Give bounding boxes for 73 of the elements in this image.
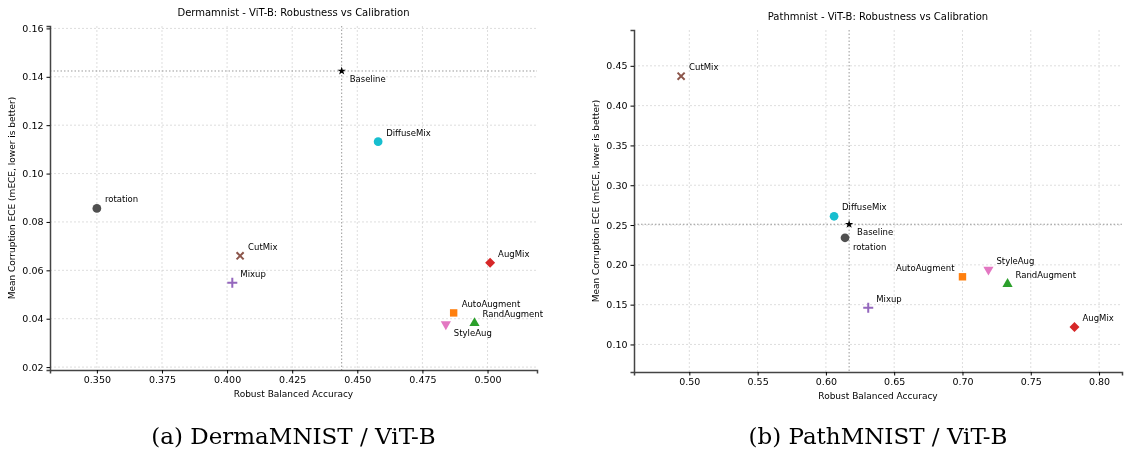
series-label: CutMix xyxy=(689,62,719,73)
x-tick-label: 0.80 xyxy=(1088,376,1111,388)
series-label: Mixup xyxy=(240,268,266,279)
x-tick-label: 0.75 xyxy=(1020,376,1042,388)
x-tick-label: 0.70 xyxy=(952,376,974,388)
series-label: AugMix xyxy=(498,248,530,259)
point xyxy=(840,233,850,243)
y-tick-label: 0.30 xyxy=(606,179,628,191)
point xyxy=(1002,278,1013,287)
series-label: rotation xyxy=(104,194,139,205)
series-label: Baseline xyxy=(857,227,894,238)
x-axis-title: Robust Balanced Accuracy xyxy=(818,391,939,401)
series-label: DiffuseMix xyxy=(386,127,431,138)
y-tick-label: 0.45 xyxy=(606,60,628,72)
x-tick-label: 0.65 xyxy=(884,376,906,388)
point xyxy=(235,251,245,261)
y-tick-label: 0.20 xyxy=(606,259,628,271)
point xyxy=(983,266,994,276)
y-tick-label: 0.15 xyxy=(606,299,628,311)
point xyxy=(829,211,839,221)
x-tick-label: 0.475 xyxy=(409,374,437,386)
x-tick-label: 0.350 xyxy=(83,374,111,386)
point xyxy=(844,219,854,228)
point xyxy=(440,321,451,331)
x-tick-label: 0.55 xyxy=(747,376,769,388)
point xyxy=(469,317,480,327)
y-tick-label: 0.06 xyxy=(22,264,44,276)
x-tick-label: 0.60 xyxy=(815,376,837,388)
series-label: RandAugment xyxy=(1015,269,1077,280)
x-tick-label: 0.500 xyxy=(474,374,502,386)
x-tick-label: 0.400 xyxy=(213,374,242,386)
x-tick-label: 0.375 xyxy=(148,374,177,386)
y-tick-label: 0.25 xyxy=(606,219,628,231)
x-axis-title: Robust Balanced Accuracy xyxy=(233,389,354,399)
chart-title: Dermamnist - ViT-B: Robustness vs Calibration xyxy=(177,7,410,18)
y-tick-label: 0.14 xyxy=(22,71,44,83)
chart-title: Pathmnist - ViT-B: Robustness vs Calibration xyxy=(767,11,989,22)
y-axis-title: Mean Corruption ECE (mECE, lower is better) xyxy=(7,96,17,300)
point xyxy=(485,257,496,268)
y-tick-label: 0.10 xyxy=(22,168,44,180)
y-tick-label: 0.40 xyxy=(606,100,628,112)
point xyxy=(676,71,686,81)
series-label: Mixup xyxy=(876,293,902,304)
series-label: Baseline xyxy=(349,74,386,84)
y-axis-title: Mean Corruption ECE (mECE, lower is better) xyxy=(591,99,601,303)
series-label: AugMix xyxy=(1082,312,1114,323)
x-tick-label: 0.425 xyxy=(279,374,307,386)
y-tick-label: 0.16 xyxy=(22,22,44,34)
text: (a) DermaMNIST / ViT-B xyxy=(151,423,436,449)
series-label: rotation xyxy=(853,241,887,252)
point xyxy=(373,137,383,146)
series-label: RandAugment xyxy=(482,309,544,320)
x-tick-label: 0.450 xyxy=(344,374,372,386)
point xyxy=(863,302,874,313)
y-tick-label: 0.12 xyxy=(22,119,44,131)
x-tick-label: 0.50 xyxy=(679,376,701,388)
series-label: AutoAugment xyxy=(895,262,956,273)
point xyxy=(1069,321,1080,332)
y-tick-label: 0.10 xyxy=(606,339,628,350)
text: (b) PathMNIST / ViT-B xyxy=(748,423,1008,449)
series-label: StyleAug xyxy=(453,328,492,339)
series-label: StyleAug xyxy=(996,255,1035,266)
y-tick-label: 0.04 xyxy=(22,313,44,325)
series-label: DiffuseMix xyxy=(842,202,887,213)
y-tick-label: 0.08 xyxy=(22,216,44,228)
point xyxy=(337,66,346,75)
point xyxy=(227,277,238,288)
point xyxy=(449,309,458,317)
y-tick-label: 0.02 xyxy=(22,361,44,373)
series-label: CutMix xyxy=(248,241,278,252)
point xyxy=(92,204,102,213)
y-tick-label: 0.35 xyxy=(606,139,628,151)
series-label: AutoAugment xyxy=(461,298,521,309)
